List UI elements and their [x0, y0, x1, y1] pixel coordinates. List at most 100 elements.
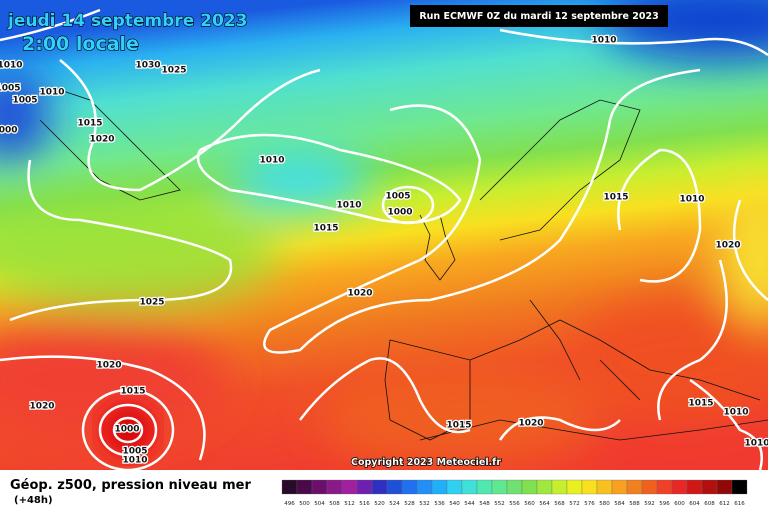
isobar-label: 1015: [120, 387, 145, 397]
low-center: [98, 400, 158, 460]
legend-label: 520: [374, 501, 385, 507]
isobar-label: 1005: [385, 192, 410, 202]
product-title: Géop. z500, pression niveau mer: [10, 478, 251, 493]
isobar-label: 1025: [161, 66, 186, 76]
legend-swatch: [701, 479, 718, 495]
legend-label: 592: [644, 501, 655, 507]
legend-swatch: [461, 479, 478, 495]
legend-swatch: [341, 479, 358, 495]
legend-swatch: [491, 479, 508, 495]
isobar-label: 1015: [446, 421, 471, 431]
isobar-label: 1010: [591, 36, 616, 46]
legend-label: 512: [344, 501, 355, 507]
isobar-label: 1010: [336, 201, 361, 211]
lead-time: (+48h): [14, 495, 53, 506]
legend-swatch: [281, 479, 298, 495]
legend-label: 528: [404, 501, 415, 507]
isobar-label: 1010: [744, 439, 768, 449]
isobar-label: 1010: [723, 408, 748, 418]
copyright: Copyright 2023 Meteociel.fr: [351, 457, 501, 468]
legend-swatch: [536, 479, 553, 495]
isobar-label: 1020: [29, 402, 54, 412]
legend-label: 564: [539, 501, 550, 507]
legend-label: 556: [509, 501, 520, 507]
legend-swatch: [656, 479, 673, 495]
isobars: [0, 8, 768, 472]
isobar-label: 1005: [122, 447, 147, 457]
legend-swatch: [476, 479, 493, 495]
isobar-label: 1010: [122, 456, 147, 466]
legend-label: 536: [434, 501, 445, 507]
legend-label: 544: [464, 501, 475, 507]
coastlines: [39, 89, 768, 441]
run-info: Run ECMWF 0Z du mardi 12 septembre 2023: [419, 11, 658, 22]
legend-swatch: [566, 479, 583, 495]
legend-swatch: [686, 479, 703, 495]
isobar-label: 1020: [96, 361, 121, 371]
legend-label: 600: [674, 501, 685, 507]
legend-label: 560: [524, 501, 535, 507]
isobar-label: 1020: [89, 135, 114, 145]
legend-swatch: [521, 479, 538, 495]
legend-label: 524: [389, 501, 400, 507]
legend-label: 496: [284, 501, 295, 507]
isobar-label: 1010: [39, 88, 64, 98]
isobar-label: 1015: [603, 193, 628, 203]
legend-swatch: [611, 479, 628, 495]
legend-swatch: [641, 479, 658, 495]
legend-swatch: [431, 479, 448, 495]
legend-label: 572: [569, 501, 580, 507]
legend-label: 548: [479, 501, 490, 507]
legend-swatch: [506, 479, 523, 495]
isobar-label: 1010: [259, 156, 284, 166]
isobar-label: 1000: [114, 425, 139, 435]
legend-swatch: [596, 479, 613, 495]
legend-label: 500: [299, 501, 310, 507]
isobar-label: 1030: [135, 61, 160, 71]
field-shading: [0, 0, 768, 470]
run-box: [410, 5, 668, 27]
legend-swatch: [311, 479, 328, 495]
local-time: 2:00 locale: [22, 33, 139, 55]
isobar-label: 1015: [77, 119, 102, 129]
legend-label: 532: [419, 501, 430, 507]
isobar-label: 1020: [715, 241, 740, 251]
isobar-label: 1020: [347, 289, 372, 299]
isobar-label: 1005: [12, 96, 37, 106]
legend-label: 576: [584, 501, 595, 507]
isobar-label: 1020: [518, 419, 543, 429]
legend-swatch: [716, 479, 733, 495]
legend-label: 552: [494, 501, 505, 507]
isobar-label: 1015: [313, 224, 338, 234]
legend-label: 508: [329, 501, 340, 507]
isobar-label: 1015: [688, 399, 713, 409]
legend-label: 616: [734, 501, 745, 507]
isobar-label: 1000: [387, 208, 412, 218]
legend-swatch: [671, 479, 688, 495]
legend-label: 568: [554, 501, 565, 507]
isobar-labels: 1010103010251010100510051010101510201000…: [0, 34, 768, 467]
isobar-label: 1005: [0, 84, 21, 94]
isobar-label: 1000: [0, 126, 18, 136]
color-legend: 496 500 504 508 512 516 520 524 528 532 536 540 544 5…: [281, 479, 748, 507]
legend-swatch: [446, 479, 463, 495]
legend-swatch: [416, 479, 433, 495]
legend-label: 608: [704, 501, 715, 507]
legend-swatch: [401, 479, 418, 495]
legend-label: 580: [599, 501, 610, 507]
legend-swatch: [581, 479, 598, 495]
legend-label: 516: [359, 501, 370, 507]
valid-date: jeudi 14 septembre 2023: [7, 11, 247, 31]
legend-label: 604: [689, 501, 700, 507]
isobar-label: 1010: [0, 61, 23, 71]
legend-swatch: [326, 479, 343, 495]
legend-swatch: [626, 479, 643, 495]
legend-swatch: [371, 479, 388, 495]
isobar-label: 1025: [139, 298, 164, 308]
legend-label: 596: [659, 501, 670, 507]
legend-swatch: [356, 479, 373, 495]
legend-label: 612: [719, 501, 730, 507]
legend-swatch: [731, 479, 748, 495]
legend-label: 540: [449, 501, 460, 507]
